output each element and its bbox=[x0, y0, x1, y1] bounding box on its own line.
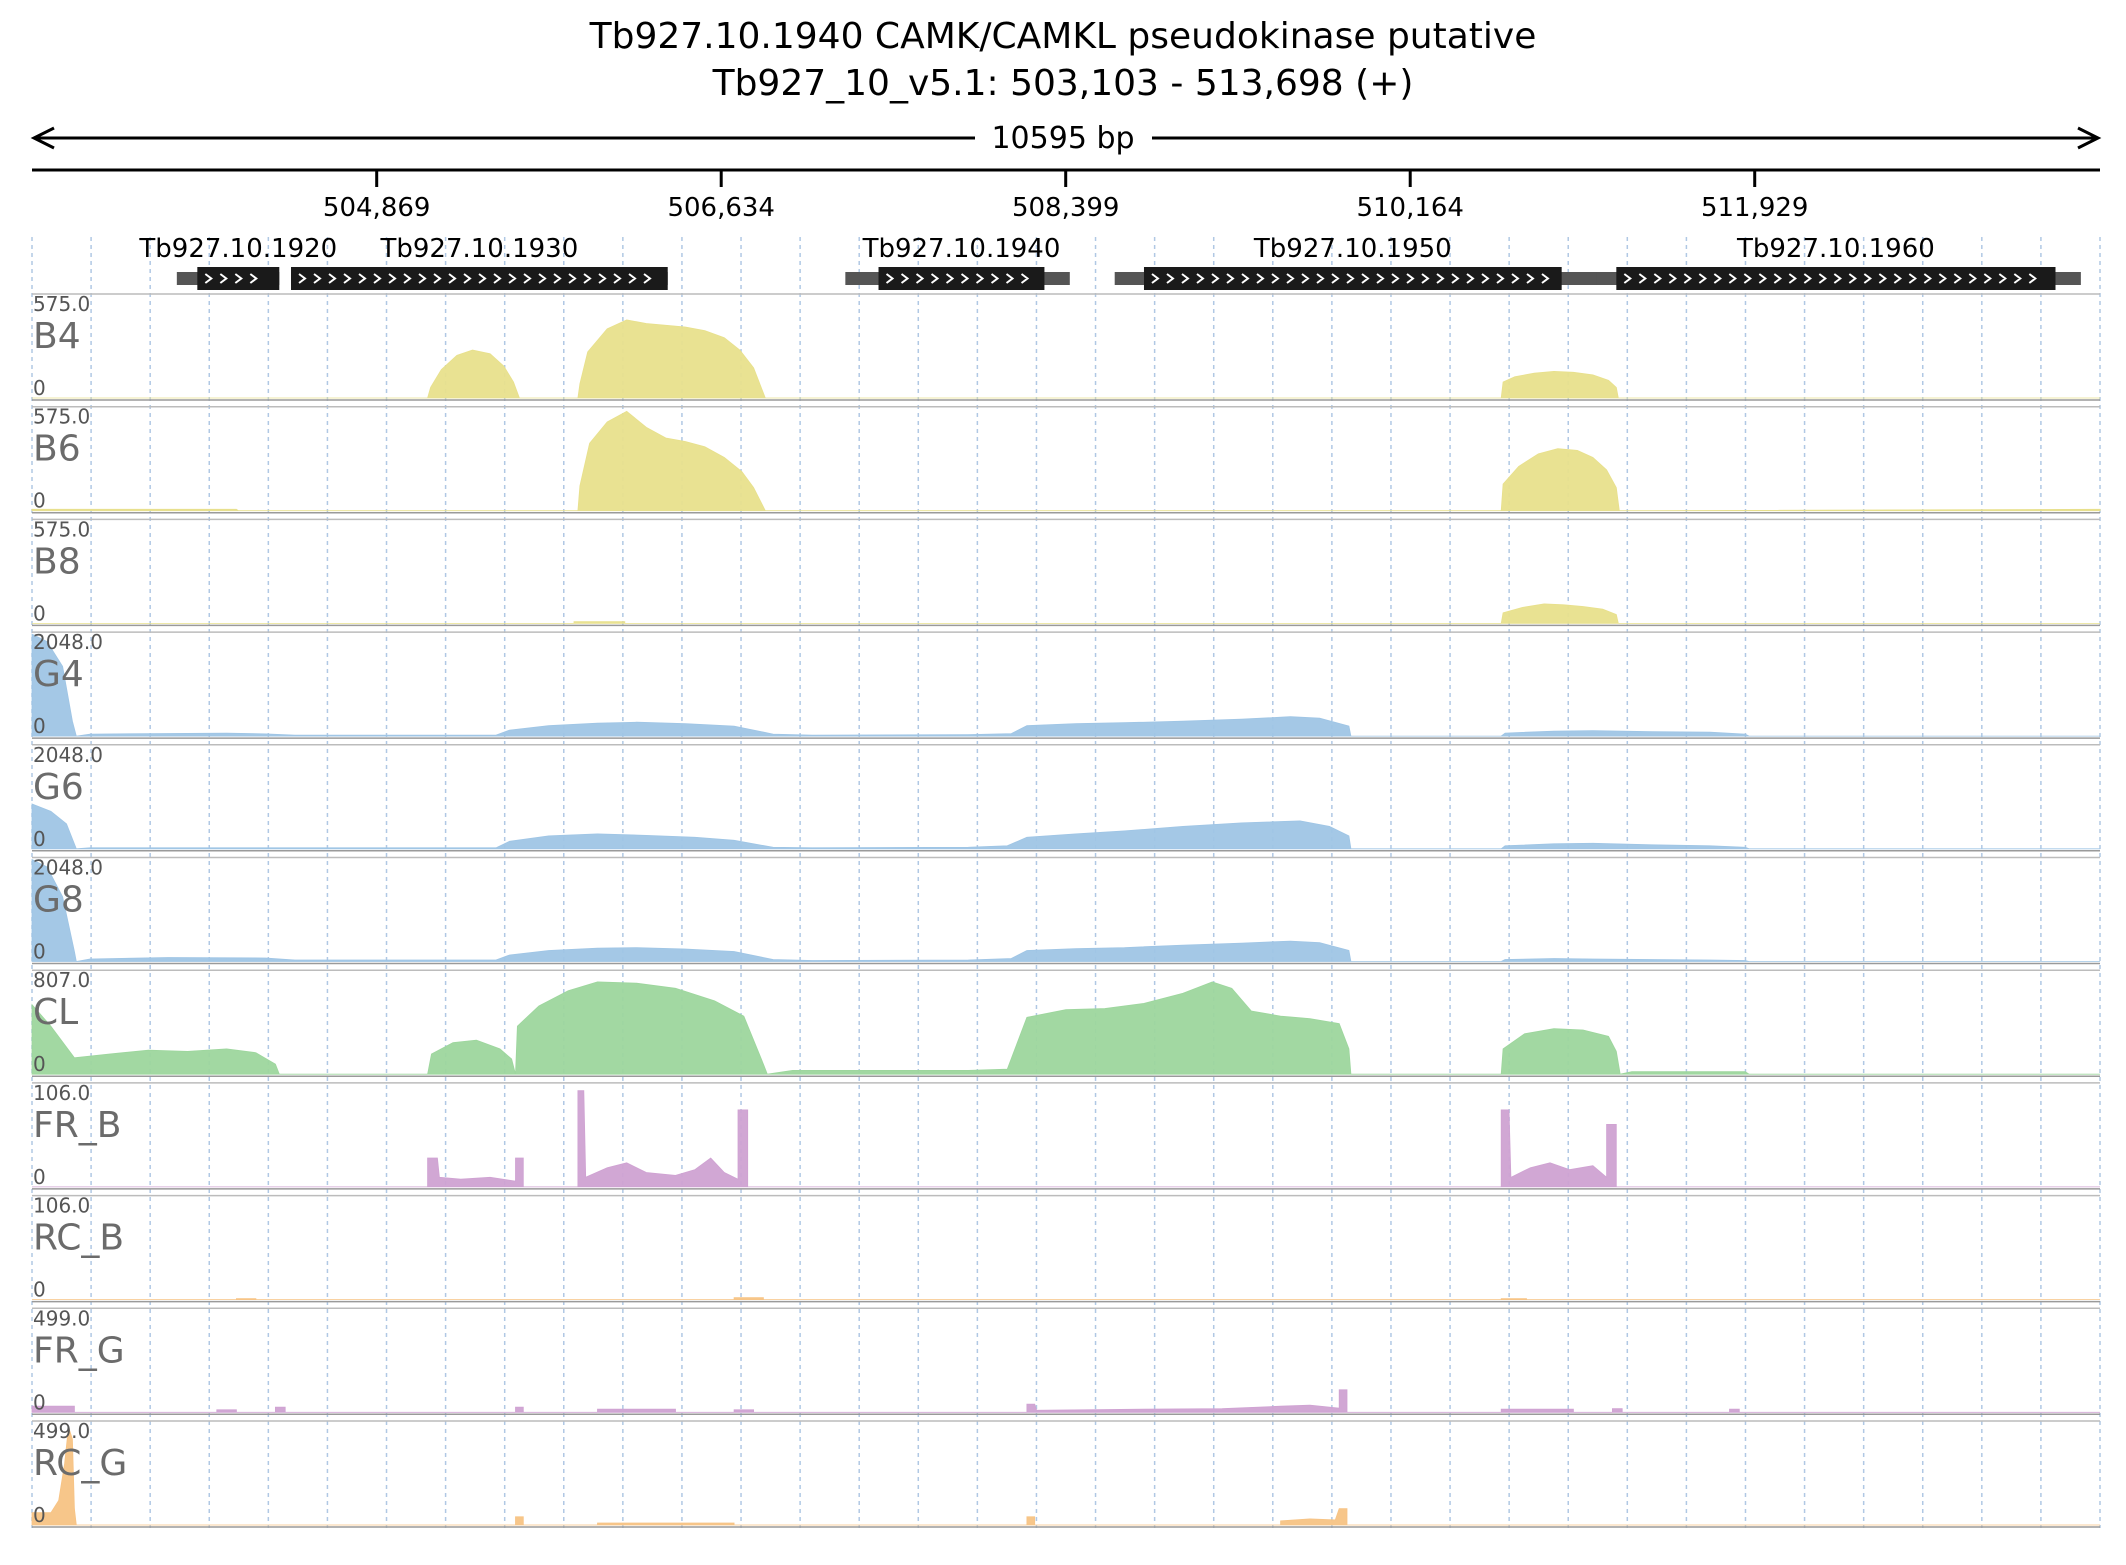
coordinate-ruler: 504,869 506,634 508,399 510,164 511,929 bbox=[32, 168, 2100, 223]
gene-strand-arrows bbox=[204, 273, 258, 284]
gene-cds bbox=[878, 267, 1045, 290]
coverage-area bbox=[31, 410, 2101, 512]
coverage-area bbox=[31, 1389, 2100, 1413]
coverage-area bbox=[32, 1090, 2100, 1188]
track-name: RC_B bbox=[33, 1218, 124, 1259]
gene-label: Tb927.10.1960 bbox=[1736, 234, 1935, 264]
track-max-label: 575.0 bbox=[33, 517, 90, 541]
track-min-label: 0 bbox=[33, 940, 46, 964]
track-rc-g: 499.0 0 RC_G bbox=[31, 1419, 2100, 1528]
gene-strand-arrows bbox=[1623, 273, 2037, 284]
track-min-label: 0 bbox=[33, 1165, 46, 1189]
track-min-label: 0 bbox=[33, 601, 46, 625]
gene-track: Tb927.10.1920 Tb927.10.1930 Tb927.10.1940 T… bbox=[138, 234, 2081, 290]
track-min-label: 0 bbox=[33, 1052, 46, 1076]
track-name: FR_B bbox=[33, 1105, 121, 1146]
track-b4: 575.0 0 B4 bbox=[32, 292, 2100, 401]
gridlines bbox=[31, 237, 2101, 1528]
gene-label: Tb927.10.1930 bbox=[379, 234, 578, 264]
track-name: G8 bbox=[33, 880, 84, 921]
track-max-label: 807.0 bbox=[33, 968, 90, 992]
track-max-label: 106.0 bbox=[33, 1194, 90, 1218]
coverage-area bbox=[32, 319, 2100, 399]
track-b8: 575.0 0 B8 bbox=[32, 517, 2100, 627]
coverage-area bbox=[31, 633, 2100, 737]
track-fr-b: 106.0 0 FR_B bbox=[32, 1081, 2100, 1190]
region-subtitle: Tb927_10_v5.1: 503,103 - 513,698 (+) bbox=[712, 63, 1414, 104]
gene-strand-arrows bbox=[298, 273, 652, 284]
track-g4: 2048.0 0 G4 bbox=[31, 630, 2100, 739]
track-name: FR_G bbox=[33, 1330, 125, 1371]
track-min-label: 0 bbox=[33, 376, 46, 400]
gene-cds bbox=[197, 267, 280, 290]
coverage-area bbox=[32, 1297, 2100, 1300]
gene-strand-arrows bbox=[1151, 273, 1550, 284]
track-g6: 2048.0 0 G6 bbox=[31, 743, 2100, 852]
track-max-label: 2048.0 bbox=[33, 856, 103, 880]
gene-strand-arrows bbox=[885, 273, 1030, 284]
coverage-area bbox=[31, 858, 2100, 962]
coverage-area bbox=[31, 1426, 2100, 1526]
ruler-tick-label: 506,634 bbox=[667, 193, 775, 223]
coverage-area bbox=[31, 981, 2100, 1075]
track-max-label: 106.0 bbox=[33, 1081, 90, 1105]
gene-label: Tb927.10.1950 bbox=[1253, 234, 1452, 264]
coverage-tracks: 575.00B4575.00B6575.00B82048.00G42048.00… bbox=[31, 292, 2101, 1528]
gene-label: Tb927.10.1920 bbox=[138, 234, 337, 264]
track-name: B4 bbox=[33, 316, 81, 357]
track-cl: 807.0 0 CL bbox=[31, 968, 2100, 1077]
gene-label: Tb927.10.1940 bbox=[862, 234, 1061, 264]
track-name: B6 bbox=[33, 429, 81, 470]
span-arrow-left-head bbox=[30, 126, 55, 150]
track-g8: 2048.0 0 G8 bbox=[31, 856, 2100, 965]
gene-title: Tb927.10.1940 CAMK/CAMKL pseudokinase pu… bbox=[589, 16, 1537, 57]
ruler-tick-label: 510,164 bbox=[1356, 193, 1464, 223]
track-name: G6 bbox=[33, 767, 84, 808]
track-min-label: 0 bbox=[33, 1390, 46, 1414]
span-arrow-right-head bbox=[2077, 126, 2102, 150]
track-max-label: 575.0 bbox=[33, 405, 90, 429]
ruler-tick-label: 508,399 bbox=[1012, 193, 1120, 223]
track-max-label: 499.0 bbox=[33, 1419, 90, 1443]
track-max-label: 2048.0 bbox=[33, 630, 103, 654]
track-name: CL bbox=[33, 992, 78, 1033]
track-rc-b: 106.0 0 RC_B bbox=[32, 1194, 2100, 1303]
span-label: 10595 bp bbox=[991, 121, 1134, 156]
track-min-label: 0 bbox=[33, 714, 46, 738]
track-max-label: 575.0 bbox=[33, 292, 90, 316]
track-min-label: 0 bbox=[33, 1278, 46, 1302]
coverage-area bbox=[31, 803, 2100, 850]
track-name: RC_G bbox=[33, 1443, 127, 1484]
track-name: B8 bbox=[33, 541, 81, 582]
gene-cds bbox=[1616, 267, 2056, 290]
ruler-tick-label: 511,929 bbox=[1701, 193, 1809, 223]
track-name: G4 bbox=[33, 654, 84, 695]
track-max-label: 499.0 bbox=[33, 1306, 90, 1330]
track-fr-g: 499.0 0 FR_G bbox=[31, 1306, 2100, 1416]
track-max-label: 2048.0 bbox=[33, 743, 103, 767]
span-arrow bbox=[30, 126, 2102, 150]
coverage-area bbox=[32, 603, 2100, 624]
track-min-label: 0 bbox=[33, 1503, 46, 1527]
track-min-label: 0 bbox=[33, 489, 46, 513]
track-b6: 575.0 0 B6 bbox=[31, 405, 2101, 514]
track-min-label: 0 bbox=[33, 827, 46, 851]
gene-cds bbox=[291, 267, 668, 290]
ruler-tick-label: 504,869 bbox=[323, 193, 431, 223]
